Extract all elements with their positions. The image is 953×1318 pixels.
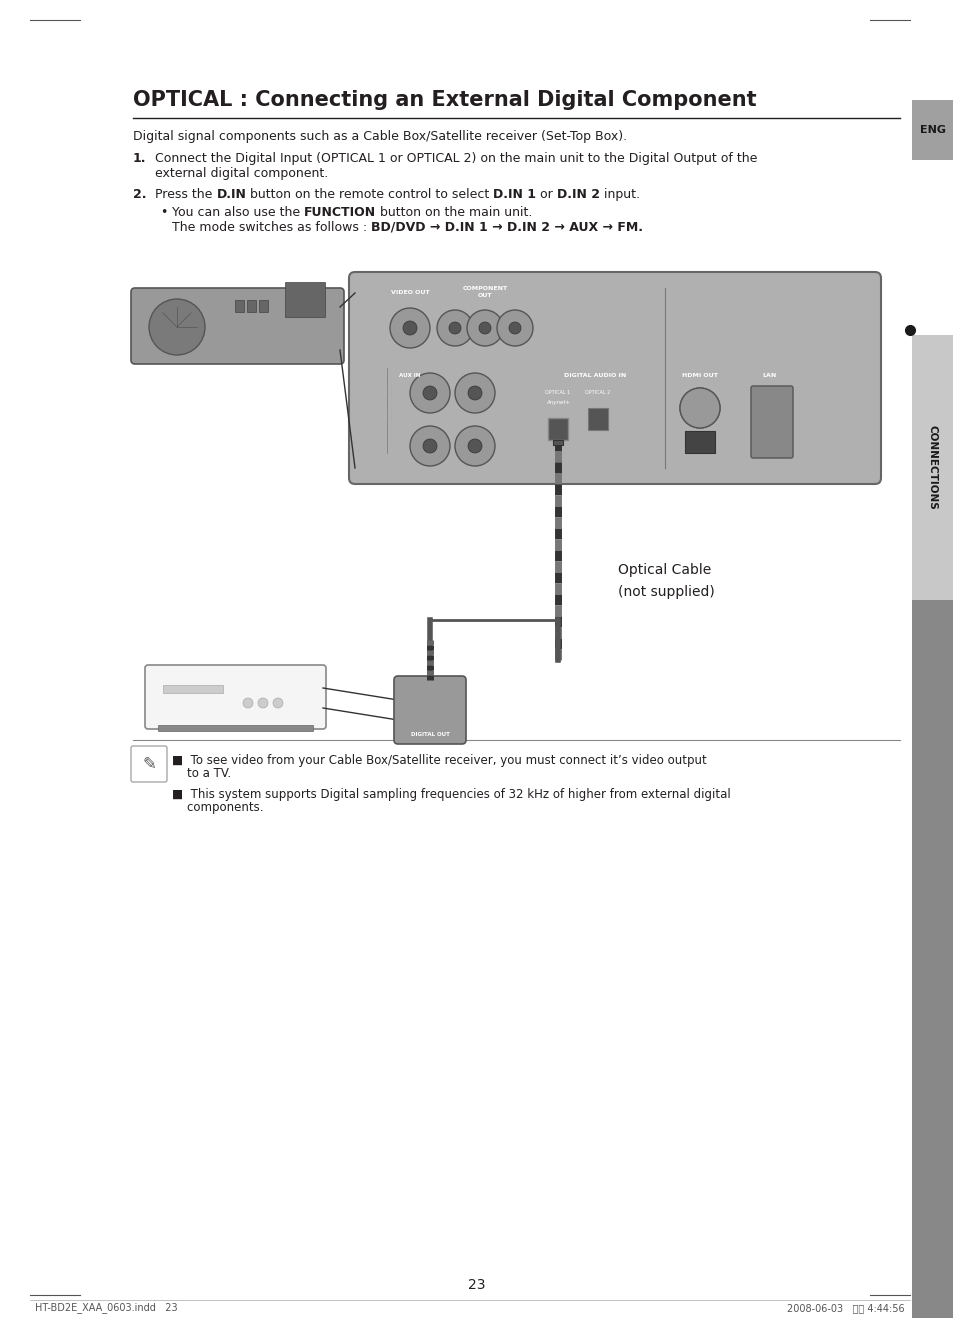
Bar [911,600,953,1318]
Circle shape [402,322,416,335]
Text: button on the remote control to select: button on the remote control to select [246,188,493,202]
Text: D.IN 2: D.IN 2 [557,188,599,202]
Text: D.IN 1: D.IN 1 [493,188,536,202]
Text: ■  This system supports Digital sampling frequencies of 32 kHz of higher from ex: ■ This system supports Digital sampling … [172,788,730,801]
Text: •: • [160,206,167,219]
Text: Anynet+: Anynet+ [545,399,570,405]
Text: OPTICAL : Connecting an External Digital Component: OPTICAL : Connecting an External Digital… [132,90,756,109]
Text: ■  To see video from your Cable Box/Satellite receiver, you must connect it’s vi: ■ To see video from your Cable Box/Satel… [172,754,706,767]
Circle shape [410,426,450,467]
Circle shape [455,373,495,413]
Text: OPTICAL 1: OPTICAL 1 [545,390,570,395]
Circle shape [243,699,253,708]
Text: HDMI OUT: HDMI OUT [681,373,718,378]
FancyBboxPatch shape [131,746,167,782]
Text: BD/DVD → D.IN 1 → D.IN 2 → AUX → FM.: BD/DVD → D.IN 1 → D.IN 2 → AUX → FM. [371,221,642,235]
Bar [553,440,562,445]
Text: (not supplied): (not supplied) [618,585,714,598]
Text: button on the main unit.: button on the main unit. [375,206,532,219]
Bar [285,282,325,318]
Text: ✎: ✎ [142,755,155,772]
Bar [911,335,953,600]
Circle shape [422,439,436,453]
Text: DIGITAL OUT: DIGITAL OUT [410,731,449,737]
Bar [911,100,953,159]
Bar [684,431,714,453]
Text: 1.: 1. [132,152,147,165]
FancyBboxPatch shape [750,386,792,457]
Text: Press the: Press the [154,188,216,202]
Text: AUX IN: AUX IN [399,373,420,378]
Circle shape [468,439,481,453]
Circle shape [257,699,268,708]
Text: Digital signal components such as a Cable Box/Satellite receiver (Set-Top Box).: Digital signal components such as a Cabl… [132,130,626,142]
Text: OPTICAL 2: OPTICAL 2 [585,390,610,395]
Circle shape [455,426,495,467]
Text: Connect the Digital Input (OPTICAL 1 or OPTICAL 2) on the main unit to the Digit: Connect the Digital Input (OPTICAL 1 or … [154,152,757,181]
Text: The mode switches as follows :: The mode switches as follows : [172,221,371,235]
Circle shape [436,310,473,347]
Bar [158,725,313,731]
Circle shape [679,387,720,428]
Circle shape [468,386,481,399]
Text: Optical Cable: Optical Cable [618,563,711,577]
Bar [234,301,244,312]
FancyBboxPatch shape [349,272,880,484]
Text: D.IN: D.IN [216,188,246,202]
Circle shape [679,387,720,428]
Text: components.: components. [172,801,263,815]
Circle shape [390,308,430,348]
Text: 2.: 2. [132,188,147,202]
Bar [587,409,607,430]
Circle shape [149,299,205,355]
FancyBboxPatch shape [394,676,465,743]
Bar [247,301,255,312]
Circle shape [509,322,520,333]
Text: FUNCTION: FUNCTION [304,206,375,219]
Bar [547,418,567,440]
Circle shape [273,699,283,708]
FancyBboxPatch shape [145,666,326,729]
Text: OUT: OUT [477,293,492,298]
Text: |: | [390,410,393,420]
Text: VIDEO OUT: VIDEO OUT [391,290,429,295]
Text: You can also use the: You can also use the [172,206,304,219]
Bar [258,301,268,312]
Text: 2008-06-03   오전 4:44:56: 2008-06-03 오전 4:44:56 [786,1304,904,1313]
Circle shape [478,322,491,333]
Text: CONNECTIONS: CONNECTIONS [927,426,937,510]
Text: DIGITAL AUDIO IN: DIGITAL AUDIO IN [563,373,625,378]
Text: LAN: LAN [762,373,777,378]
Circle shape [410,373,450,413]
Text: HT-BD2E_XAA_0603.indd   23: HT-BD2E_XAA_0603.indd 23 [35,1302,177,1314]
Text: ENG: ENG [919,125,945,134]
Circle shape [497,310,533,347]
Circle shape [449,322,460,333]
Bar [163,685,223,693]
Circle shape [422,386,436,399]
Text: 23: 23 [468,1278,485,1292]
Text: input.: input. [599,188,639,202]
Text: to a TV.: to a TV. [172,767,231,780]
Circle shape [467,310,502,347]
Text: or: or [536,188,557,202]
Text: |: | [390,385,393,395]
Text: COMPONENT: COMPONENT [462,286,507,291]
FancyBboxPatch shape [131,289,344,364]
